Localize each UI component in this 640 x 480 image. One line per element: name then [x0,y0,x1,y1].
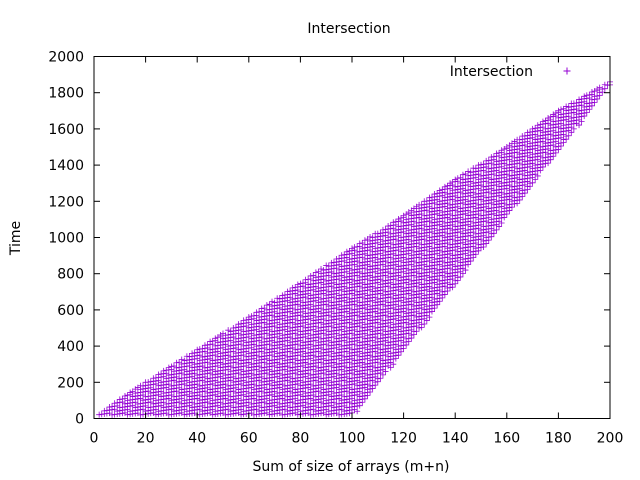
x-tick-label: 100 [339,431,366,447]
x-axis-label: Sum of size of arrays (m+n) [253,459,450,475]
x-tick-label: 60 [240,431,258,447]
chart-title: Intersection [307,21,390,37]
x-tick-label: 120 [390,431,417,447]
y-tick-label: 1200 [48,194,84,210]
y-tick-label: 0 [75,412,84,428]
x-tick-label: 0 [90,431,99,447]
series-intersection [96,78,613,418]
legend: Intersection [450,64,571,80]
y-axis-label: Time [8,221,24,256]
y-tick-label: 1800 [48,86,84,102]
axis-ticks: 0 20 40 60 80 100 120 140 160 180 2000200400600800… [48,50,623,447]
y-tick-label: 1000 [48,231,84,247]
x-tick-label: 80 [291,431,309,447]
x-tick-label: 200 [597,431,624,447]
x-tick-label: 160 [493,431,520,447]
y-tick-label: 2000 [48,50,84,66]
x-tick-label: 20 [137,431,155,447]
y-tick-label: 800 [57,267,84,283]
legend-marker-plus [563,67,571,75]
y-tick-label: 600 [57,303,84,319]
y-tick-label: 1600 [48,122,84,138]
plot-frame [93,56,611,419]
x-tick-label: 40 [188,431,206,447]
y-tick-label: 400 [57,339,84,355]
legend-label: Intersection [450,64,533,80]
x-tick-label: 140 [442,431,469,447]
x-tick-label: 180 [545,431,572,447]
scatter-points [96,78,613,418]
y-tick-label: 1400 [48,158,84,174]
y-tick-label: 200 [57,375,84,391]
